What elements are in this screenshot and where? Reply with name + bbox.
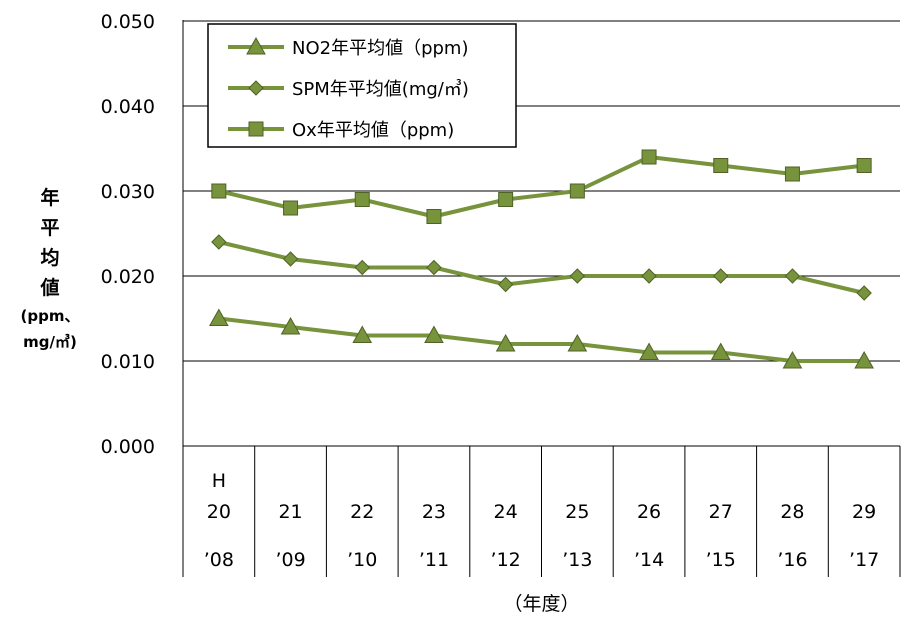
y-axis-label: 年 平 均 値 (ppm、 mg/㎥) bbox=[10, 188, 90, 352]
legend-entry: Ox年平均値（ppm) bbox=[292, 120, 454, 141]
legend-marker-triangle bbox=[246, 36, 266, 55]
x-tick-year: 28 bbox=[780, 501, 804, 523]
data-point-diamond bbox=[497, 276, 514, 293]
data-point-diamond bbox=[426, 259, 442, 276]
y-axis-unit: (ppm、 bbox=[20, 307, 80, 325]
y-tick-label: 0.010 bbox=[101, 351, 155, 373]
y-tick-label: 0.020 bbox=[101, 266, 155, 288]
data-point-triangle bbox=[424, 325, 444, 343]
x-tick-western-year: ’17 bbox=[849, 549, 879, 571]
x-tick-year: 22 bbox=[350, 501, 374, 523]
data-point-diamond bbox=[784, 268, 801, 284]
data-point-square bbox=[498, 192, 514, 207]
data-point-triangle bbox=[495, 333, 516, 352]
data-point-diamond bbox=[211, 234, 227, 250]
data-point-square bbox=[426, 209, 442, 224]
legend-entry: SPM年平均値(mg/㎥) bbox=[292, 79, 469, 100]
x-tick-year: 23 bbox=[422, 501, 446, 523]
x-tick-western-year: ’14 bbox=[634, 549, 664, 571]
y-axis-unit: mg/㎥) bbox=[23, 333, 77, 351]
x-axis-title: （年度） bbox=[503, 593, 579, 615]
y-tick-label: 0.040 bbox=[101, 96, 155, 118]
x-tick-era: H bbox=[212, 470, 226, 492]
x-tick-year: 27 bbox=[709, 501, 733, 523]
legend-marker-diamond bbox=[248, 80, 264, 96]
x-tick-western-year: ’11 bbox=[419, 549, 449, 571]
data-point-diamond bbox=[354, 259, 370, 276]
x-tick-western-year: ’16 bbox=[777, 549, 807, 571]
x-tick-western-year: ’09 bbox=[275, 549, 305, 571]
data-point-triangle bbox=[782, 350, 803, 369]
y-axis-label-char: 年 bbox=[40, 187, 60, 209]
x-tick-year: 25 bbox=[565, 501, 589, 523]
x-tick-year: 26 bbox=[637, 501, 661, 523]
data-point-triangle bbox=[710, 342, 731, 360]
data-point-square bbox=[569, 183, 585, 199]
series-line-square bbox=[218, 155, 865, 219]
y-axis-label-char: 均 bbox=[40, 247, 60, 269]
y-tick-label: 0.030 bbox=[101, 181, 155, 203]
x-tick-year: 21 bbox=[278, 501, 302, 523]
data-point-square bbox=[713, 158, 729, 173]
data-point-square bbox=[641, 149, 657, 165]
x-tick-western-year: ’15 bbox=[706, 549, 736, 571]
data-point-diamond bbox=[569, 268, 586, 284]
legend-entry: NO2年平均値（ppm) bbox=[292, 38, 469, 59]
data-point-triangle bbox=[208, 308, 229, 326]
data-point-triangle bbox=[639, 342, 659, 360]
y-tick-label: 0.050 bbox=[101, 11, 155, 33]
x-tick-western-year: ’10 bbox=[347, 549, 377, 571]
data-point-diamond bbox=[641, 268, 657, 284]
data-point-square bbox=[211, 183, 227, 199]
data-point-triangle bbox=[352, 325, 373, 343]
data-point-triangle bbox=[854, 350, 875, 369]
data-point-diamond bbox=[856, 285, 872, 301]
data-point-square bbox=[784, 166, 800, 182]
x-tick-western-year: ’08 bbox=[204, 549, 234, 571]
y-axis-label-char: 平 bbox=[40, 217, 60, 239]
legend-marker-square bbox=[248, 121, 264, 137]
data-point-square bbox=[354, 192, 370, 207]
x-tick-western-year: ’12 bbox=[491, 549, 521, 571]
data-point-diamond bbox=[713, 268, 729, 284]
x-tick-year: 29 bbox=[852, 501, 876, 523]
data-point-diamond bbox=[282, 251, 299, 267]
y-axis-label-char: 値 bbox=[40, 277, 60, 299]
data-point-triangle bbox=[280, 316, 301, 335]
data-point-square bbox=[856, 158, 872, 173]
series-line-triangle bbox=[218, 316, 865, 363]
x-tick-western-year: ’13 bbox=[562, 549, 592, 571]
x-tick-year: 24 bbox=[494, 501, 518, 523]
x-tick-year: 20 bbox=[207, 501, 231, 523]
data-point-triangle bbox=[567, 333, 588, 352]
data-point-square bbox=[283, 200, 299, 216]
y-tick-label: 0.000 bbox=[101, 436, 155, 458]
series-line-diamond bbox=[218, 240, 865, 295]
